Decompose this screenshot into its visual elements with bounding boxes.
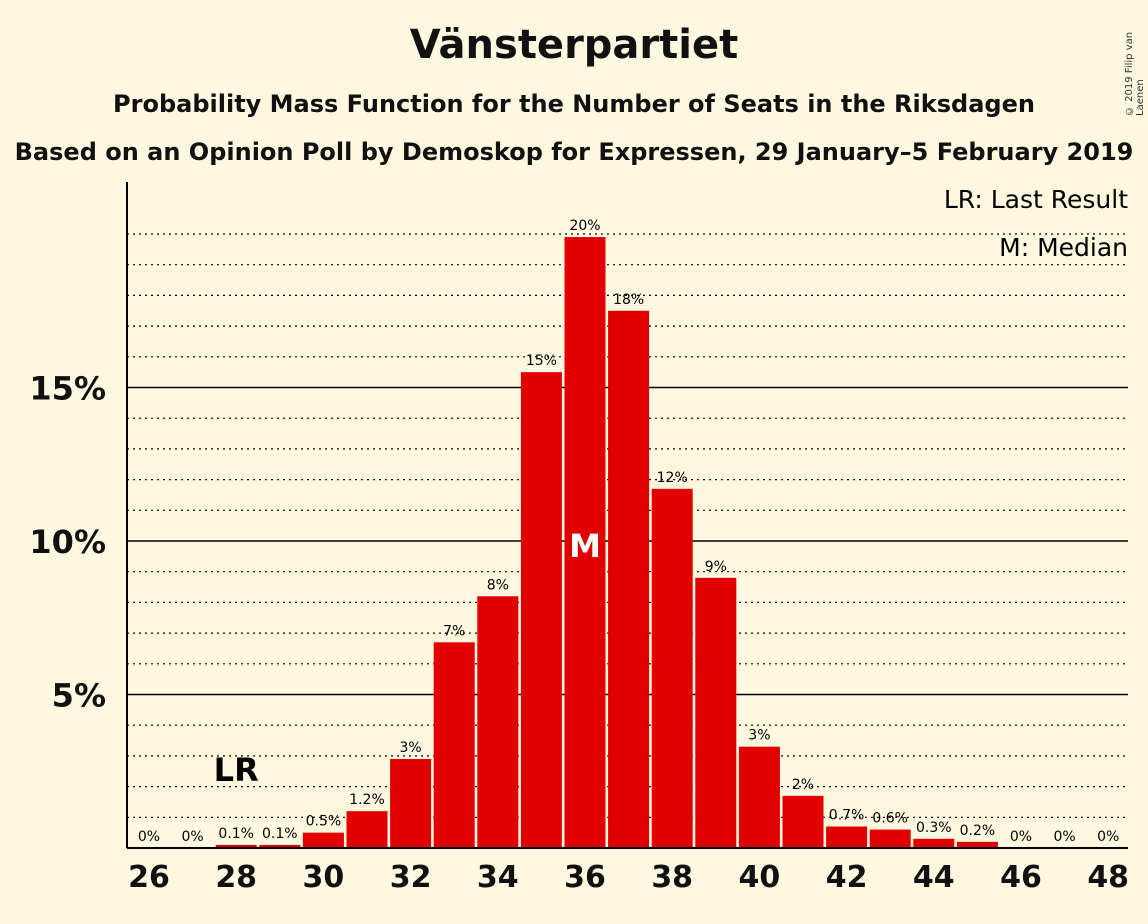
legend-median: M: Median — [999, 233, 1128, 262]
bar-seats-32 — [390, 758, 432, 848]
bar-seats-33 — [433, 642, 475, 848]
data-label-45: 0.2% — [960, 823, 996, 839]
x-tick-label: 26 — [128, 860, 170, 895]
chart-title: Vänsterpartiet — [409, 22, 739, 68]
last-result-marker: LR — [214, 751, 259, 789]
y-tick-label: 10% — [29, 523, 106, 561]
bar-seats-38 — [651, 488, 693, 848]
chart-subtitle: Probability Mass Function for the Number… — [113, 90, 1035, 118]
x-axis-ticks: 26 28 30 32 34 36 38 40 42 44 46 48 — [128, 860, 1129, 895]
data-label-32: 3% — [399, 740, 421, 756]
bars — [215, 237, 998, 848]
data-label-43: 0.6% — [872, 811, 908, 827]
bar-seats-34 — [477, 596, 519, 848]
bar-seats-29 — [259, 844, 301, 848]
data-label-48: 0% — [1097, 829, 1119, 845]
data-label-34: 8% — [487, 577, 509, 593]
x-tick-label: 32 — [390, 860, 432, 895]
x-tick-label: 38 — [651, 860, 693, 895]
data-label-41: 2% — [792, 777, 814, 793]
y-tick-label: 15% — [29, 370, 106, 408]
data-labels: 0% 0% 0.1% 0.1% 0.5% 1.2% 3% 7% 8% 15% 20% 18% 12% 9%… — [138, 218, 1119, 845]
data-label-39: 9% — [705, 559, 727, 575]
data-label-28: 0.1% — [218, 826, 254, 842]
data-label-30: 0.5% — [306, 814, 342, 830]
bar-seats-30 — [302, 832, 344, 848]
data-label-29: 0.1% — [262, 826, 298, 842]
x-tick-label: 48 — [1087, 860, 1129, 895]
data-label-31: 1.2% — [349, 792, 385, 808]
data-label-35: 15% — [526, 353, 557, 369]
bar-seats-41 — [782, 795, 824, 848]
grid-lines — [127, 233, 1128, 818]
data-label-36: 20% — [569, 218, 600, 234]
bar-seats-35 — [520, 372, 562, 848]
bar-seats-31 — [346, 811, 388, 848]
chart-subtitle-source: Based on an Opinion Poll by Demoskop for… — [14, 138, 1134, 166]
x-tick-label: 30 — [303, 860, 345, 895]
x-tick-label: 42 — [826, 860, 868, 895]
data-label-46: 0% — [1010, 829, 1032, 845]
bar-seats-39 — [695, 577, 737, 848]
data-label-38: 12% — [657, 470, 688, 486]
data-label-27: 0% — [181, 829, 203, 845]
bar-seats-42 — [826, 826, 868, 848]
y-axis-ticks: 5% 10% 15% — [29, 370, 106, 715]
median-marker: M — [569, 527, 601, 565]
bar-seats-44 — [913, 838, 955, 848]
x-tick-label: 40 — [739, 860, 781, 895]
data-label-42: 0.7% — [829, 808, 865, 824]
data-label-26: 0% — [138, 829, 160, 845]
legend-last-result: LR: Last Result — [944, 185, 1128, 214]
data-label-40: 3% — [748, 728, 770, 744]
x-tick-label: 34 — [477, 860, 519, 895]
bar-seats-28 — [215, 844, 257, 848]
bar-seats-36 — [564, 237, 606, 848]
bar-seats-40 — [738, 746, 780, 848]
data-label-47: 0% — [1053, 829, 1075, 845]
bar-seats-45 — [956, 841, 998, 848]
bar-seats-43 — [869, 829, 911, 848]
y-tick-label: 5% — [52, 677, 106, 715]
x-tick-label: 28 — [215, 860, 257, 895]
data-label-33: 7% — [443, 623, 465, 639]
bar-seats-37 — [608, 310, 650, 848]
data-label-37: 18% — [613, 292, 644, 308]
x-tick-label: 44 — [913, 860, 955, 895]
x-tick-label: 36 — [564, 860, 606, 895]
data-label-44: 0.3% — [916, 820, 952, 836]
x-tick-label: 46 — [1000, 860, 1042, 895]
